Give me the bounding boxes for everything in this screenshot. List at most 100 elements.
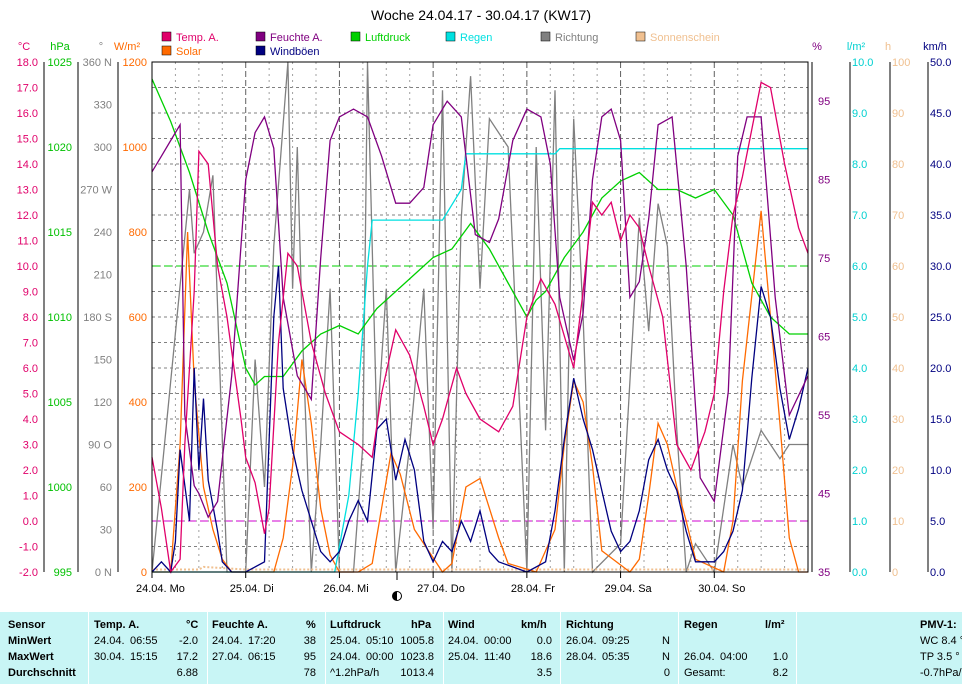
stat-temp-date: 24.04. xyxy=(94,635,125,647)
stat-luftdruck-time: 05:10 xyxy=(366,635,394,647)
stat-feuchte-date: 27.04. xyxy=(212,651,243,663)
axis-tick-label-rain: 9.0 xyxy=(852,108,867,120)
axis-tick-label-pressure: 995 xyxy=(54,567,72,579)
axis-tick-label-temp: 5.0 xyxy=(23,389,38,401)
series-line xyxy=(152,565,808,571)
stat-feuchte-value: 95 xyxy=(303,651,316,663)
axis-unit-sunshine: h xyxy=(885,41,891,53)
axis-tick-label-rain: 10.0 xyxy=(852,57,873,69)
legend-label: Feuchte A. xyxy=(270,32,323,44)
axis-unit-pressure: hPa xyxy=(50,41,70,53)
header-sensor: Sensor xyxy=(8,619,46,631)
axis-tick-label-pressure: 1010 xyxy=(48,312,72,324)
axis-tick-label-direction: 360 N xyxy=(83,57,112,69)
axis-tick-label-sunshine: 10 xyxy=(892,516,904,528)
axis-tick-label-rain: 6.0 xyxy=(852,261,867,273)
header-richtung: Richtung xyxy=(566,619,614,631)
axis-tick-label-humidity: 95 xyxy=(818,96,830,108)
axis-tick-label-wind: 20.0 xyxy=(930,363,951,375)
series-line xyxy=(152,210,808,573)
axis-tick-label-sunshine: 0 xyxy=(892,567,898,579)
axis-tick-label-humidity: 45 xyxy=(818,489,830,501)
stat-pmv-value: WC 8.4 ° xyxy=(920,635,962,647)
stat-pmv-value: -0.7hPa/ xyxy=(920,667,962,679)
separator xyxy=(560,612,561,684)
axis-tick-label-pressure: 1005 xyxy=(48,397,72,409)
axis-tick-label-rain: 7.0 xyxy=(852,210,867,222)
moon-phase-icon xyxy=(392,572,402,601)
axis-tick-label-solar: 400 xyxy=(129,397,147,409)
separator xyxy=(443,612,444,684)
axis-tick-label-wind: 45.0 xyxy=(930,108,951,120)
axis-tick-label-temp: 10.0 xyxy=(17,261,38,273)
chart-title: Woche 24.04.17 - 30.04.17 (KW17) xyxy=(371,7,591,23)
series-line xyxy=(152,148,808,573)
header-temp: Temp. A. xyxy=(94,619,140,631)
stat-feuchte-value: 78 xyxy=(303,667,316,679)
axis-tick-label-direction: 120 xyxy=(94,397,112,409)
legend-label: Regen xyxy=(460,32,492,44)
axis-tick-label-temp: 7.0 xyxy=(23,338,38,350)
x-tick-label: 26.04. Mi xyxy=(323,583,368,595)
axis-tick-label-wind: 10.0 xyxy=(930,465,951,477)
legend-label: Windböen xyxy=(270,46,320,58)
axis-tick-label-solar: 0 xyxy=(141,567,147,579)
stat-wind-time: 11:40 xyxy=(484,651,511,663)
axis-tick-label-pressure: 1020 xyxy=(48,142,72,154)
axis-tick-label-rain: 8.0 xyxy=(852,159,867,171)
x-tick-label: 24.04. Mo xyxy=(136,583,185,595)
header-wind: Wind xyxy=(448,619,475,631)
axis-tick-label-solar: 1000 xyxy=(123,142,147,154)
axis-tick-label-temp: 17.0 xyxy=(17,83,38,95)
axis-tick-label-temp: 2.0 xyxy=(23,465,38,477)
legend-swatch xyxy=(161,45,172,56)
separator xyxy=(325,612,326,684)
axis-tick-label-temp: 16.0 xyxy=(17,108,38,120)
axis-tick-label-direction: 270 W xyxy=(80,185,112,197)
stat-wind-value: 18.6 xyxy=(530,651,552,663)
legend-label: Luftdruck xyxy=(365,32,411,44)
stat-luftdruck-date: ^1.2hPa/h xyxy=(330,667,380,679)
axes: 18.0 17.0 16.0 15.0 14.0 13.0 12.0 11.0 10.0 9.0 8… xyxy=(17,57,952,579)
series-line xyxy=(151,61,808,574)
stat-wind-time: 00:00 xyxy=(484,635,512,647)
axis-unit-direction: ° xyxy=(99,41,103,53)
legend-swatch xyxy=(255,45,266,56)
x-axis-ticks: 24.04. Mo 25.04. Di 26.04. Mi 27.04. Do 28.0… xyxy=(136,572,745,595)
stat-temp-date: 30.04. xyxy=(94,651,125,663)
axis-unit-humidity: % xyxy=(812,41,822,53)
axis-tick-label-humidity: 35 xyxy=(818,567,830,579)
axis-unit-labels: °C hPa ° W/m²% l/m² h km/h xyxy=(18,41,947,53)
stat-feuchte-time: 17:20 xyxy=(248,635,276,647)
axis-tick-label-wind: 25.0 xyxy=(930,312,951,324)
x-tick-label: 29.04. Sa xyxy=(605,583,653,595)
axis-tick-label-pressure: 1000 xyxy=(48,482,72,494)
stat-richtung-value: 0 xyxy=(663,667,670,679)
legend-swatch xyxy=(161,31,172,42)
stat-row-label: MaxWert xyxy=(8,651,54,663)
stat-wind-date: 24.04. xyxy=(448,635,479,647)
stat-row-label: MinWert xyxy=(8,635,52,647)
statistics-table: Sensor Temp. A. °C Feuchte A. % Luftdruc… xyxy=(0,612,962,684)
axis-tick-label-sunshine: 90 xyxy=(892,108,904,120)
axis-tick-label-temp: 8.0 xyxy=(23,312,38,324)
axis-tick-label-direction: 210 xyxy=(94,270,112,282)
stat-regen-time: 04:00 xyxy=(720,651,748,663)
axis-tick-label-solar: 200 xyxy=(129,482,147,494)
legend-label: Temp. A. xyxy=(176,32,219,44)
axis-tick-label-temp: 1.0 xyxy=(23,491,38,503)
header-feuchte: Feuchte A. xyxy=(212,619,268,631)
legend-swatch xyxy=(350,31,361,42)
stat-luftdruck-time: 00:00 xyxy=(366,651,394,663)
reference-lines xyxy=(152,265,808,522)
axis-tick-label-rain: 4.0 xyxy=(852,363,867,375)
axis-tick-label-wind: 30.0 xyxy=(930,261,951,273)
stat-pmv-value: TP 3.5 ° xyxy=(920,651,960,663)
axis-tick-label-wind: 40.0 xyxy=(930,159,951,171)
header-luftdruck: Luftdruck xyxy=(330,619,381,631)
axis-tick-label-humidity: 65 xyxy=(818,332,830,344)
axis-tick-label-rain: 1.0 xyxy=(852,516,867,528)
axis-tick-label-solar: 800 xyxy=(129,227,147,239)
series-group xyxy=(151,61,809,574)
legend-label: Richtung xyxy=(555,32,598,44)
